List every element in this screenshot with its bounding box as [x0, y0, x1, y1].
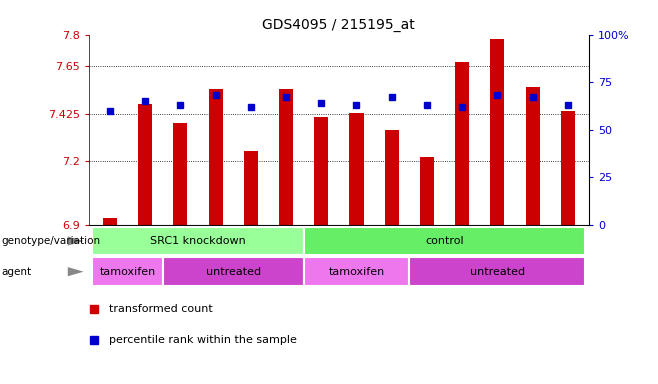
Bar — [138, 104, 152, 225]
Text: SRC1 knockdown: SRC1 knockdown — [150, 236, 246, 246]
Text: tamoxifen: tamoxifen — [99, 266, 156, 277]
Bar — [303, 257, 409, 286]
Text: percentile rank within the sample: percentile rank within the sample — [109, 335, 297, 345]
Bar — [349, 113, 363, 225]
Bar — [385, 130, 399, 225]
Text: untreated: untreated — [206, 266, 261, 277]
Text: tamoxifen: tamoxifen — [328, 266, 385, 277]
Bar — [163, 257, 303, 286]
Bar — [243, 151, 258, 225]
Text: genotype/variation: genotype/variation — [1, 236, 101, 246]
Text: control: control — [425, 236, 464, 246]
Bar — [209, 89, 222, 225]
Title: GDS4095 / 215195_at: GDS4095 / 215195_at — [263, 18, 415, 32]
Polygon shape — [68, 237, 84, 246]
Text: untreated: untreated — [470, 266, 525, 277]
Bar — [315, 117, 328, 225]
Bar — [173, 123, 188, 225]
Bar — [490, 39, 505, 225]
Polygon shape — [68, 267, 84, 276]
Bar — [92, 227, 303, 255]
Bar — [103, 218, 117, 225]
Bar — [303, 227, 586, 255]
Bar — [561, 111, 575, 225]
Text: agent: agent — [1, 266, 32, 277]
Bar — [92, 257, 163, 286]
Bar — [455, 62, 469, 225]
Bar — [279, 89, 293, 225]
Bar — [420, 157, 434, 225]
Bar — [409, 257, 586, 286]
Bar — [526, 88, 540, 225]
Text: transformed count: transformed count — [109, 304, 213, 314]
